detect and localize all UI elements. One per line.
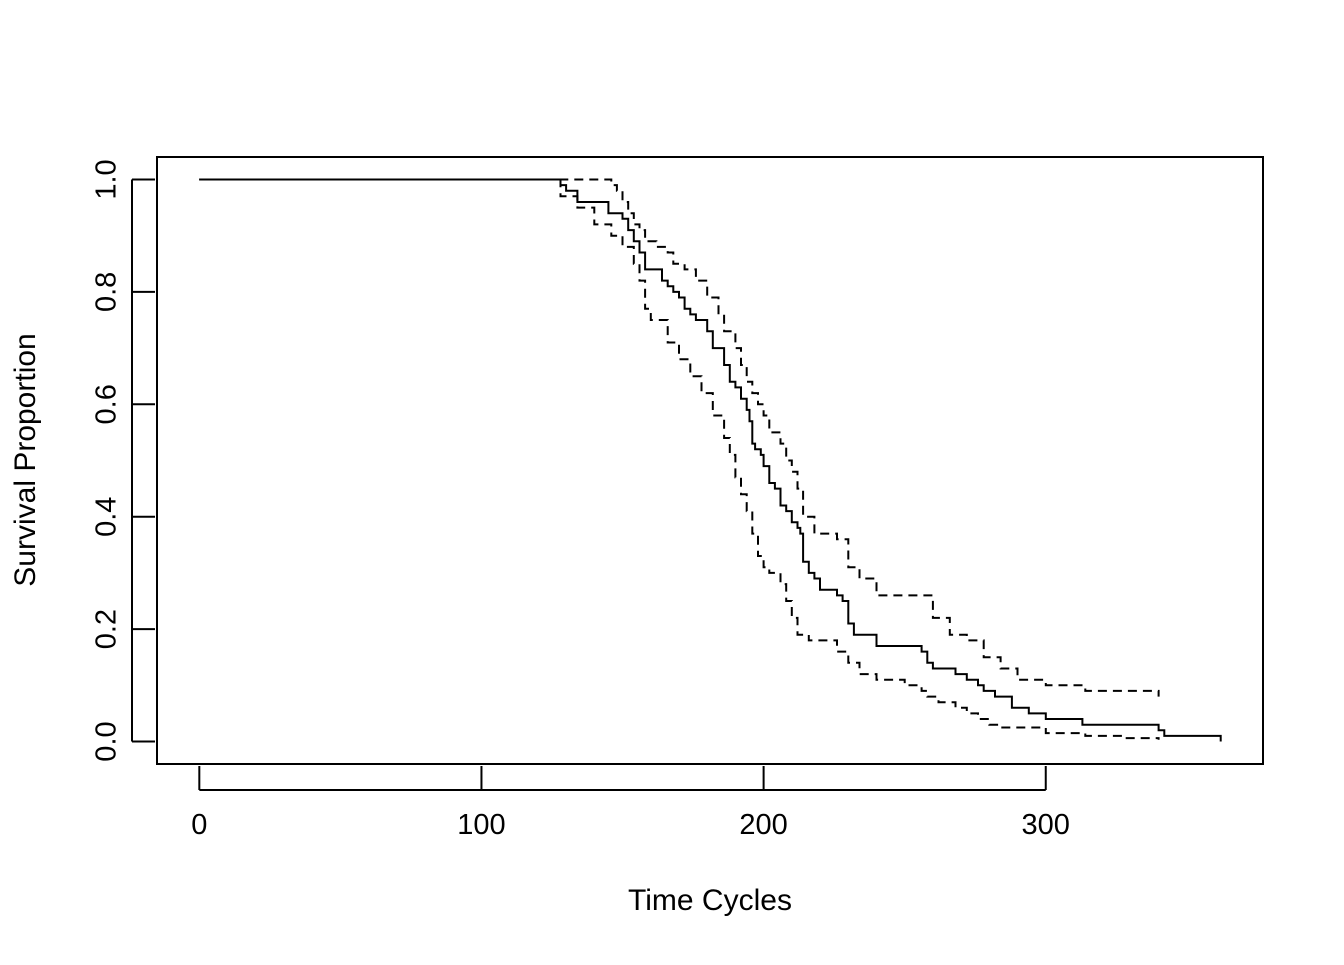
- y-tick-label: 0.4: [91, 497, 123, 537]
- y-tick-label: 0.0: [91, 721, 123, 761]
- x-axis: 0 100 200 300: [191, 766, 1070, 841]
- confidence-band-2: [199, 178, 1160, 740]
- survival-curve: [199, 178, 1222, 742]
- x-tick-label: 100: [457, 809, 505, 841]
- y-axis-title: Survival Proportion: [9, 333, 42, 586]
- y-tick-label: 0.6: [91, 384, 123, 424]
- y-axis: 0.0 0.2 0.4 0.6 0.8 1.0: [91, 159, 155, 762]
- y-tick-label: 1.0: [91, 159, 123, 199]
- x-tick-label: 0: [191, 809, 207, 841]
- plot-frame: [156, 156, 1264, 765]
- confidence-band-1: [199, 178, 1160, 697]
- y-tick-label: 0.8: [91, 272, 123, 312]
- series-layer: [199, 178, 1222, 742]
- x-axis-title: Time Cycles: [628, 884, 792, 917]
- x-tick-label: 300: [1022, 809, 1070, 841]
- x-tick-label: 200: [739, 809, 787, 841]
- y-tick-label: 0.2: [91, 609, 123, 649]
